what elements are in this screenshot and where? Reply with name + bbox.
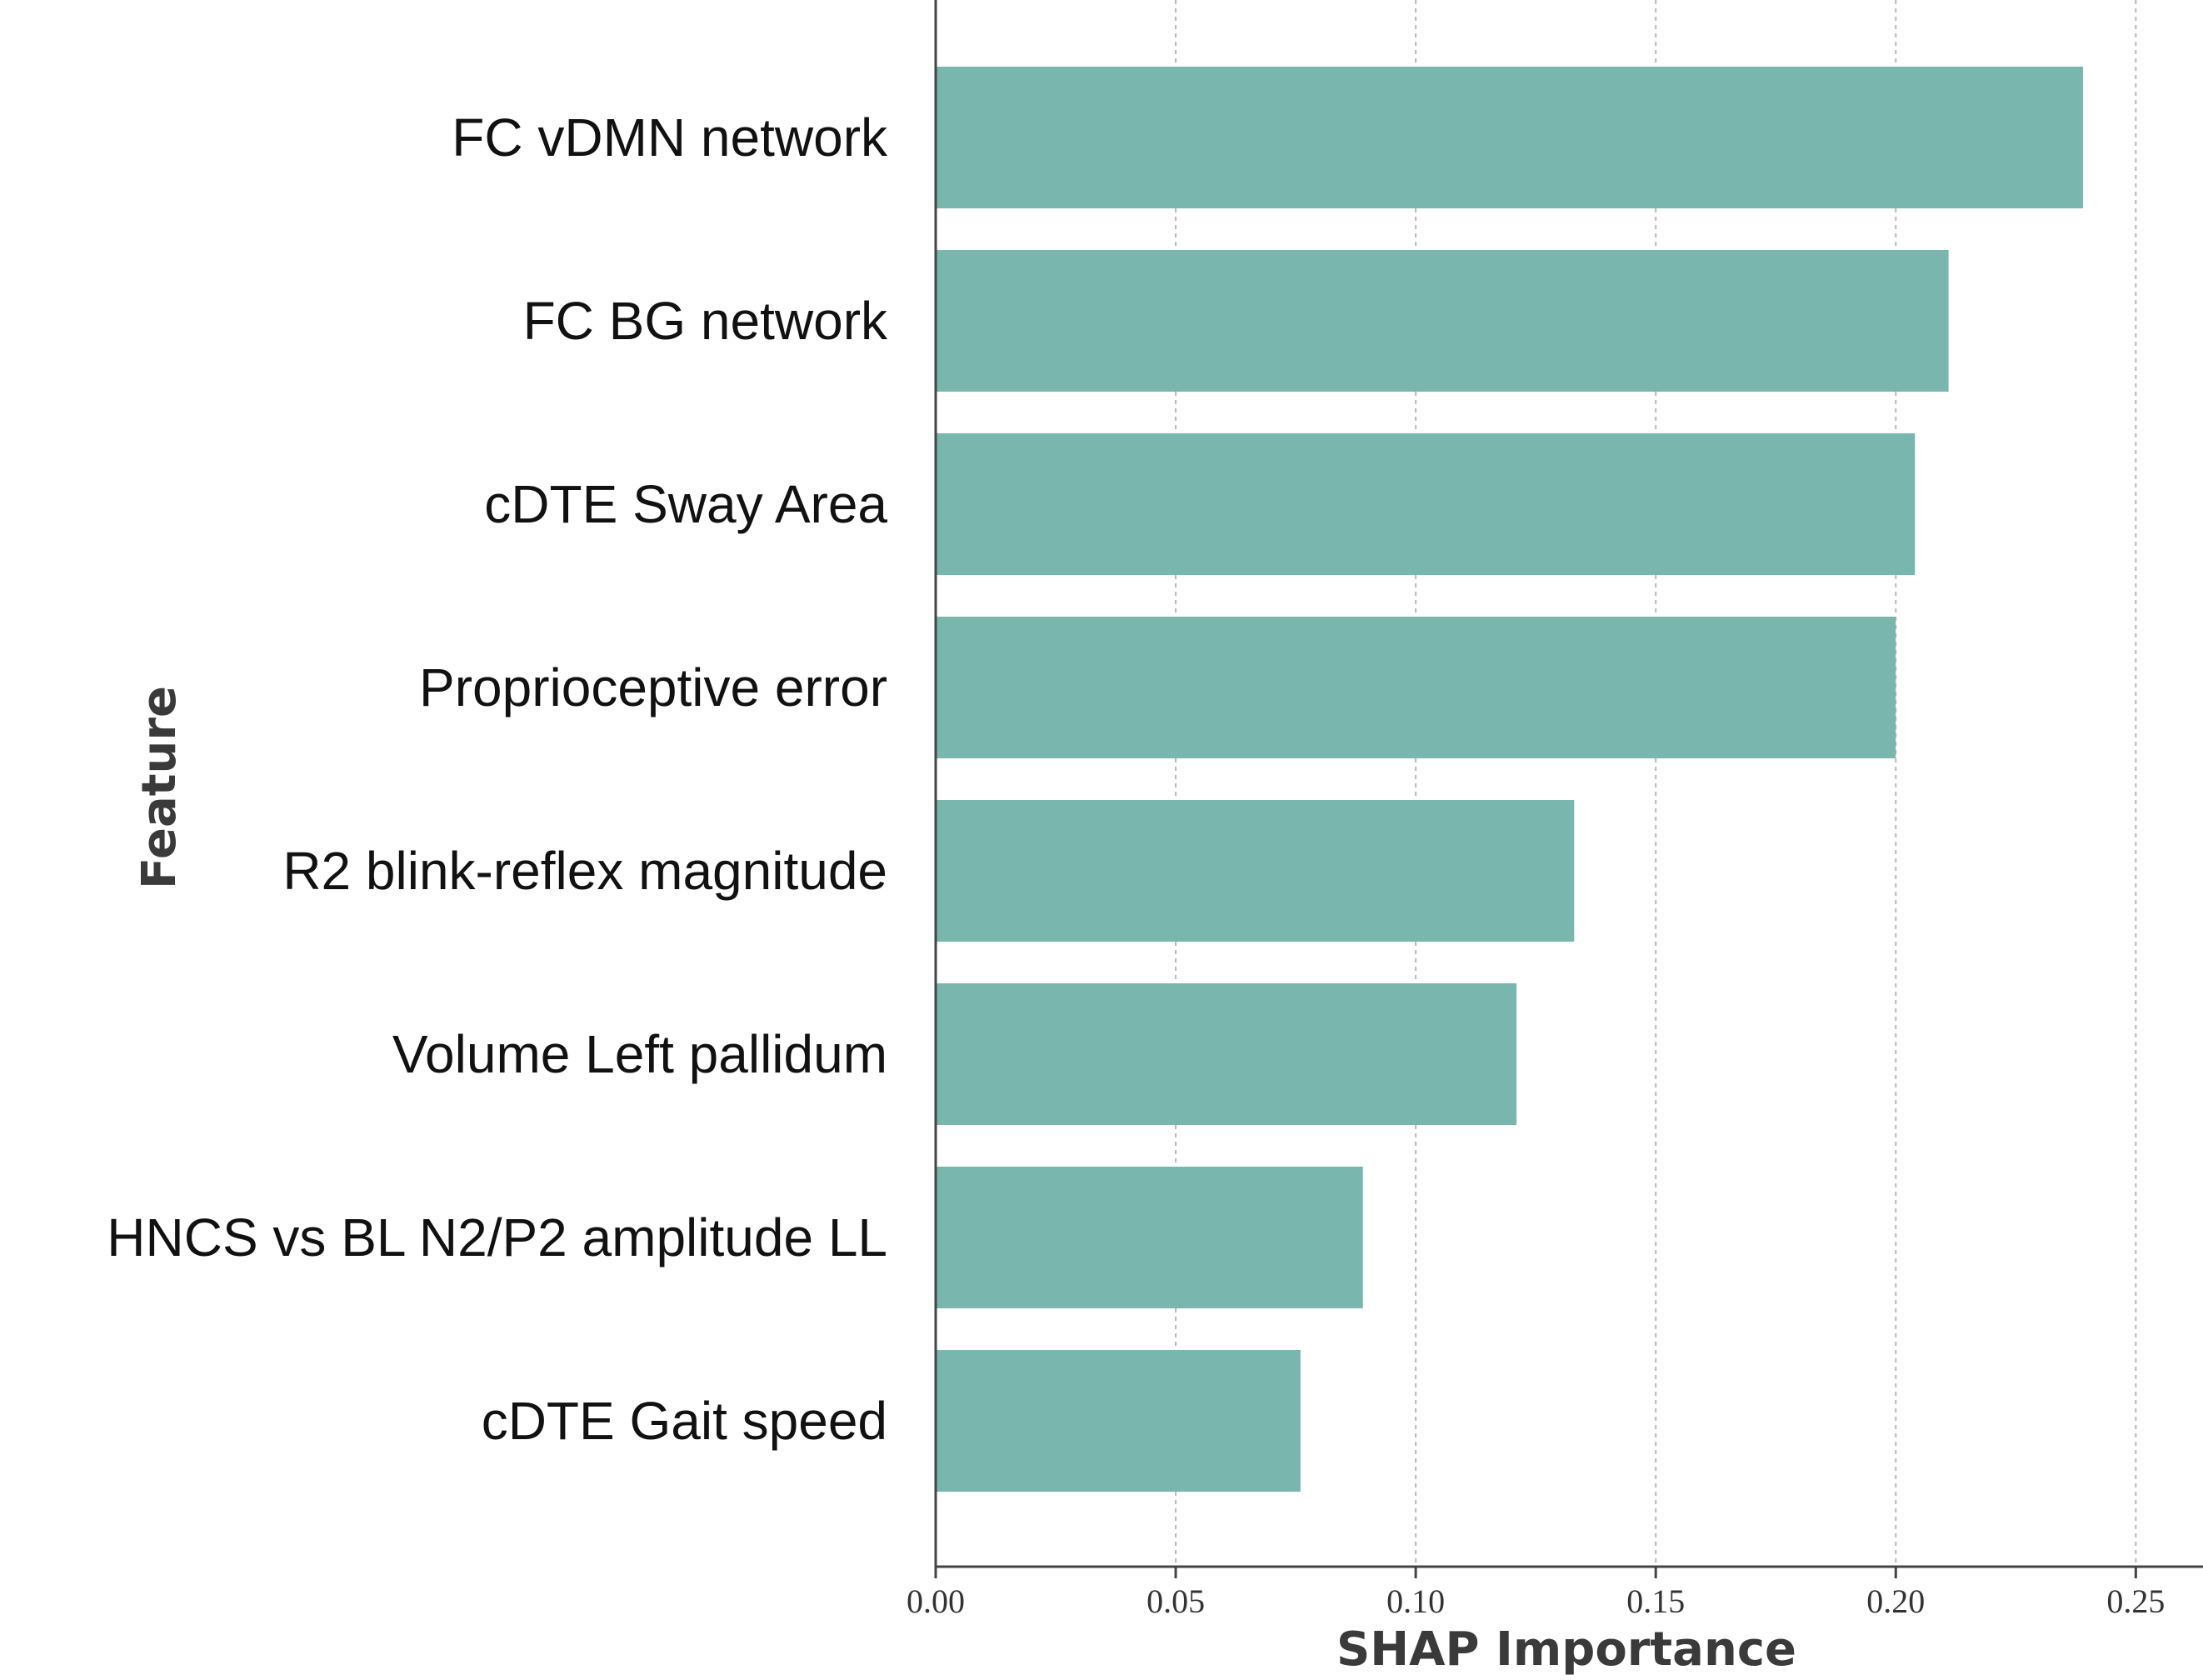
x-tick-label: 0.05: [1146, 1582, 1205, 1620]
bar: [936, 433, 1916, 575]
bar: [936, 800, 1575, 942]
x-tick-label: 0.00: [907, 1582, 965, 1620]
y-category-label: Proprioceptive error: [419, 658, 887, 718]
bar: [936, 983, 1517, 1125]
bar: [936, 67, 2083, 208]
label-layer: FC vDMN network FC BG network cDTE Sway Ar…: [107, 108, 888, 1451]
x-tick-label: 0.15: [1626, 1582, 1685, 1620]
y-category-label: FC BG network: [523, 291, 888, 351]
y-category-label: cDTE Gait speed: [482, 1391, 887, 1451]
bar-layer: [936, 67, 2083, 1492]
bar: [936, 250, 1949, 392]
y-category-label: HNCS vs BL N2/P2 amplitude LL: [107, 1208, 887, 1268]
x-tick-label: 0.20: [1866, 1582, 1925, 1620]
bar: [936, 617, 1896, 758]
x-tick-label: 0.10: [1386, 1582, 1445, 1620]
y-axis-title: Feature: [132, 686, 187, 889]
y-category-label: R2 blink-reflex magnitude: [282, 841, 887, 901]
grid-layer: [1175, 0, 2137, 1567]
bar: [936, 1167, 1363, 1308]
x-tick-label: 0.25: [2106, 1582, 2165, 1620]
axis-layer: 0.00 0.05 0.10 0.15 0.20 0.25: [907, 0, 2203, 1620]
y-category-label: Volume Left pallidum: [392, 1024, 887, 1084]
y-category-label: cDTE Sway Area: [484, 474, 887, 534]
y-category-label: FC vDMN network: [452, 108, 888, 168]
x-axis-title: SHAP Importance: [1336, 1622, 1796, 1677]
bar: [936, 1350, 1301, 1492]
